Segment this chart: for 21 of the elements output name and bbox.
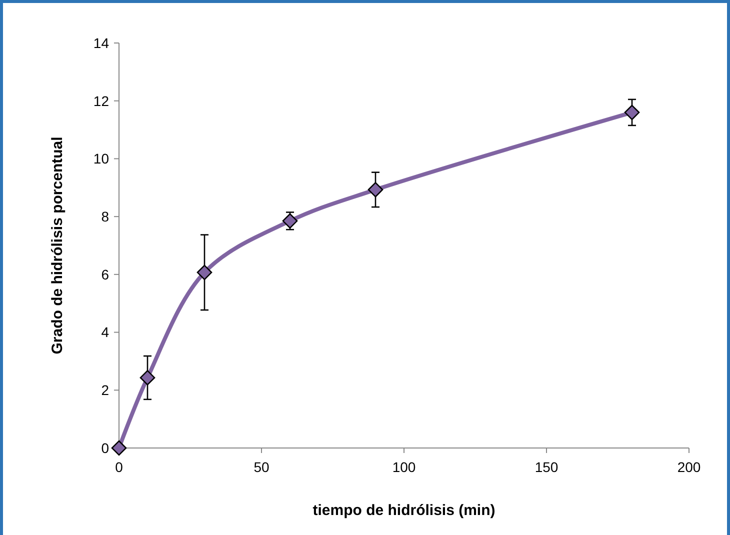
x-tick-label: 200 bbox=[677, 459, 701, 475]
x-tick-label: 150 bbox=[534, 459, 558, 475]
y-tick-label: 0 bbox=[101, 440, 110, 456]
point bbox=[111, 440, 127, 456]
y-tick-label: 14 bbox=[93, 34, 110, 51]
point bbox=[624, 104, 640, 120]
y-tick-label: 10 bbox=[93, 150, 110, 167]
y-tick-label: 12 bbox=[93, 92, 110, 109]
y-tick-label: 6 bbox=[101, 266, 110, 282]
y-tick-label: 8 bbox=[101, 208, 110, 224]
y-tick-label: 2 bbox=[101, 382, 110, 398]
x-axis-title: tiempo de hidrólisis (min) bbox=[312, 502, 496, 519]
point bbox=[140, 370, 156, 386]
x-tick-label: 0 bbox=[115, 459, 124, 475]
point bbox=[282, 213, 298, 229]
x-tick-label: 50 bbox=[254, 459, 270, 475]
y-axis-title: Grado de hidrólisis porcentual bbox=[49, 136, 66, 354]
point bbox=[368, 182, 384, 198]
y-tick-label: 4 bbox=[101, 324, 110, 340]
point bbox=[196, 264, 212, 280]
x-tick-label: 100 bbox=[392, 459, 416, 475]
